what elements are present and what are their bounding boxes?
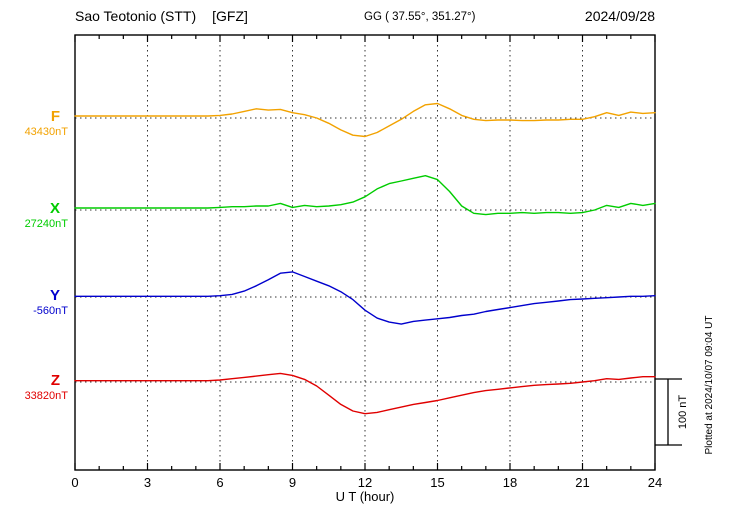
trace-Z	[74, 372, 656, 415]
observation-date: 2024/09/28	[584, 8, 655, 24]
geographic-coordinates: GG ( 37.55°, 351.27°)	[364, 11, 476, 23]
scale-bar-label: 100 nT	[677, 395, 689, 430]
page-title: Sao Teotonio (STT) [GFZ]	[75, 8, 248, 24]
trace-Y	[74, 271, 656, 325]
series-baseline-value-Z: 33820nT	[25, 390, 69, 402]
series-baseline-value-Y: -560nT	[33, 305, 68, 317]
institute-label: [GFZ]	[212, 8, 248, 24]
x-axis-label: U T (hour)	[335, 489, 395, 504]
series-name-X: X	[50, 200, 60, 217]
trace-F	[74, 102, 656, 138]
x-tick-label: 9	[289, 475, 296, 490]
x-tick-label: 21	[575, 475, 589, 490]
x-tick-label: 15	[430, 475, 444, 490]
trace-X	[74, 174, 656, 216]
series-baseline-value-X: 27240nT	[25, 218, 69, 230]
x-tick-label: 3	[144, 475, 151, 490]
series-name-F: F	[51, 108, 60, 125]
x-tick-label: 6	[216, 475, 223, 490]
x-tick-label: 0	[71, 475, 78, 490]
station-name: Sao Teotonio (STT)	[75, 8, 197, 24]
series-name-Y: Y	[50, 287, 60, 304]
series-name-Z: Z	[51, 372, 60, 389]
plotted-at-note: Plotted at 2024/10/07 09:04 UT	[704, 316, 715, 455]
x-tick-label: 18	[503, 475, 517, 490]
x-tick-label: 12	[358, 475, 372, 490]
series-baseline-value-F: 43430nT	[25, 126, 69, 138]
x-tick-label: 24	[648, 475, 662, 490]
